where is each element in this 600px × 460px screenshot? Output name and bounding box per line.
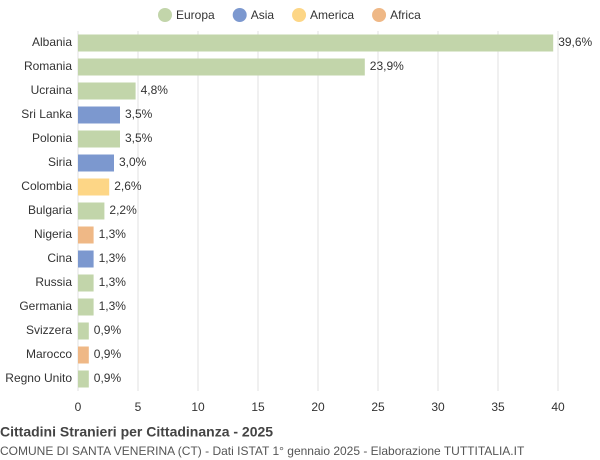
value-label: 1,3% bbox=[99, 251, 127, 265]
bar bbox=[78, 274, 94, 292]
bar bbox=[78, 298, 94, 316]
value-label: 3,5% bbox=[125, 131, 153, 145]
x-tick-label: 10 bbox=[191, 400, 205, 414]
value-label: 4,8% bbox=[141, 83, 169, 97]
y-tick-label: Polonia bbox=[32, 131, 72, 145]
y-tick-label: Russia bbox=[35, 275, 72, 289]
y-tick-label: Cina bbox=[47, 251, 72, 265]
x-tick-label: 15 bbox=[251, 400, 265, 414]
legend-marker bbox=[372, 8, 387, 22]
bar bbox=[78, 58, 365, 76]
y-tick-label: Colombia bbox=[21, 179, 72, 193]
y-tick-label: Romania bbox=[24, 59, 72, 73]
bar bbox=[78, 154, 114, 172]
value-label: 3,0% bbox=[119, 155, 147, 169]
y-tick-label: Sri Lanka bbox=[21, 107, 72, 121]
bar bbox=[78, 250, 94, 268]
bar bbox=[78, 82, 136, 100]
value-label: 2,6% bbox=[114, 179, 142, 193]
y-tick-label: Svizzera bbox=[26, 323, 72, 337]
x-tick-label: 40 bbox=[551, 400, 565, 414]
y-tick-label: Nigeria bbox=[34, 227, 72, 241]
bar bbox=[78, 130, 120, 148]
y-tick-label: Ucraina bbox=[31, 83, 73, 97]
chart-subtitle: COMUNE DI SANTA VENERINA (CT) - Dati IST… bbox=[0, 444, 525, 458]
legend-label: Asia bbox=[251, 8, 275, 22]
bar bbox=[78, 178, 110, 196]
value-label: 2,2% bbox=[109, 203, 137, 217]
bar bbox=[78, 226, 94, 244]
bar bbox=[78, 34, 554, 52]
y-tick-label: Siria bbox=[48, 155, 72, 169]
legend-marker bbox=[158, 8, 172, 22]
chart-title: Cittadini Stranieri per Cittadinanza - 2… bbox=[0, 424, 273, 440]
y-tick-label: Marocco bbox=[26, 347, 72, 361]
bar bbox=[78, 202, 105, 220]
value-label: 1,3% bbox=[99, 275, 127, 289]
value-label: 1,3% bbox=[99, 227, 127, 241]
value-label: 0,9% bbox=[94, 347, 122, 361]
bar bbox=[78, 322, 89, 340]
x-tick-label: 0 bbox=[75, 400, 82, 414]
x-tick-label: 25 bbox=[371, 400, 385, 414]
legend-label: Europa bbox=[176, 8, 215, 22]
x-tick-label: 20 bbox=[311, 400, 325, 414]
y-tick-label: Germania bbox=[19, 299, 72, 313]
bar bbox=[78, 106, 120, 124]
legend-label: America bbox=[310, 8, 354, 22]
value-label: 23,9% bbox=[370, 59, 404, 73]
value-label: 1,3% bbox=[99, 299, 127, 313]
y-tick-label: Regno Unito bbox=[5, 371, 72, 385]
bar bbox=[78, 346, 89, 364]
bar bbox=[78, 370, 89, 388]
x-tick-label: 35 bbox=[491, 400, 505, 414]
value-label: 39,6% bbox=[558, 35, 592, 49]
legend-label: Africa bbox=[390, 8, 421, 22]
value-label: 0,9% bbox=[94, 323, 122, 337]
y-tick-label: Albania bbox=[32, 35, 72, 49]
value-label: 3,5% bbox=[125, 107, 153, 121]
x-tick-label: 5 bbox=[135, 400, 142, 414]
legend-marker bbox=[232, 8, 247, 22]
legend-marker bbox=[292, 8, 307, 22]
x-tick-label: 30 bbox=[431, 400, 445, 414]
value-label: 0,9% bbox=[94, 371, 122, 385]
y-tick-label: Bulgaria bbox=[28, 203, 72, 217]
